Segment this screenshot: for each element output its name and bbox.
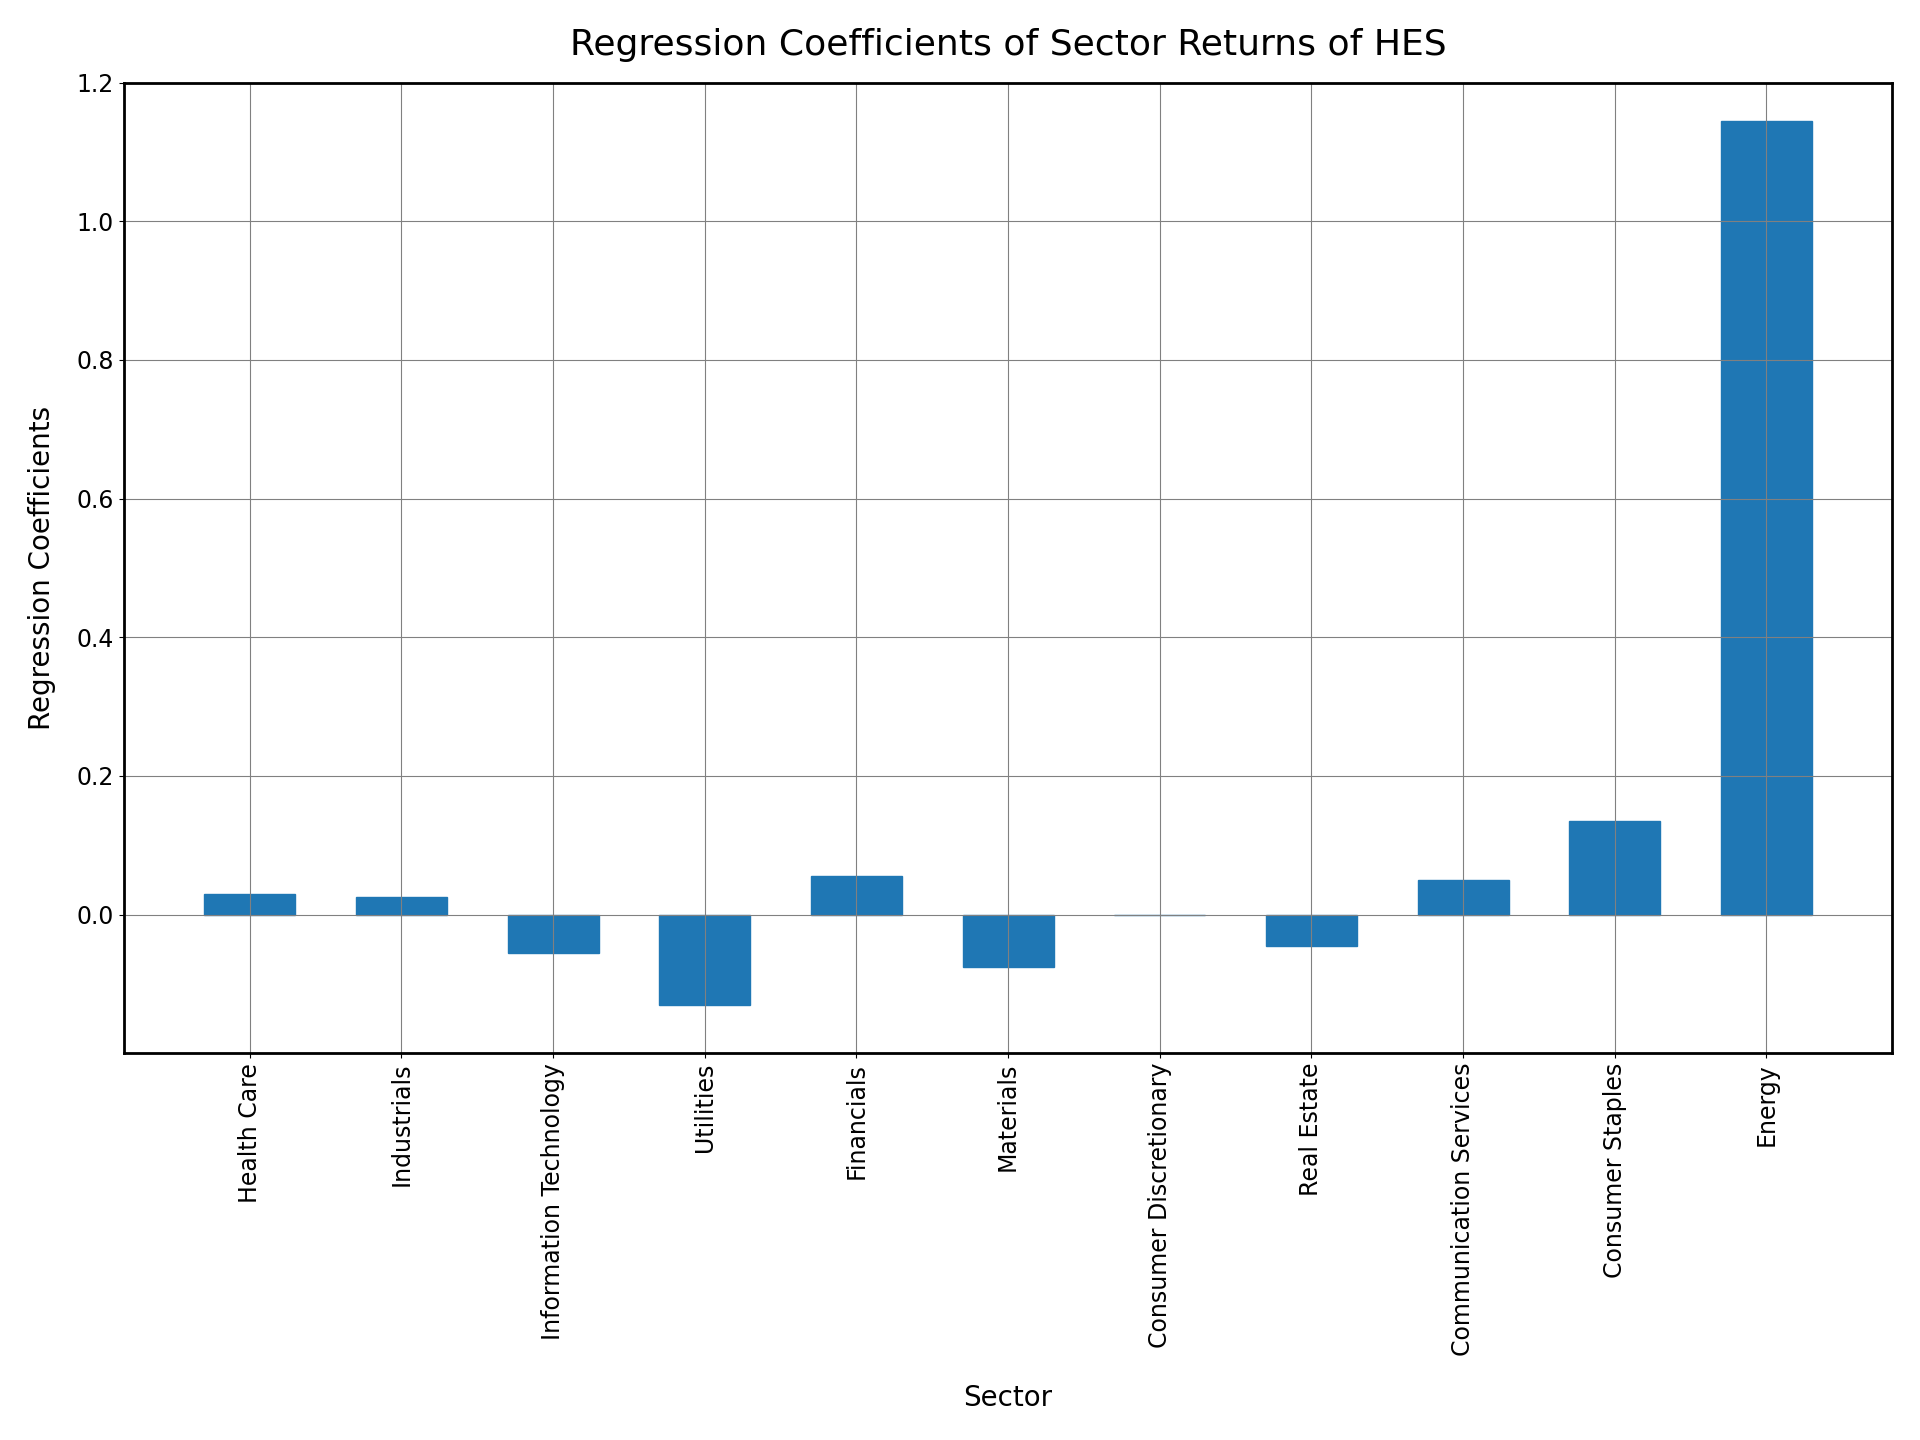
Bar — [962, 914, 1054, 966]
Bar — [810, 877, 902, 914]
Bar — [1569, 821, 1661, 914]
Bar — [355, 897, 447, 914]
X-axis label: Sector: Sector — [964, 1384, 1052, 1413]
Title: Regression Coefficients of Sector Returns of HES: Regression Coefficients of Sector Return… — [570, 27, 1446, 62]
Bar — [1265, 914, 1357, 946]
Bar — [507, 914, 599, 953]
Y-axis label: Regression Coefficients: Regression Coefficients — [27, 406, 56, 730]
Bar — [1417, 880, 1509, 914]
Bar — [659, 914, 751, 1005]
Bar — [1720, 121, 1812, 914]
Bar — [204, 894, 296, 914]
